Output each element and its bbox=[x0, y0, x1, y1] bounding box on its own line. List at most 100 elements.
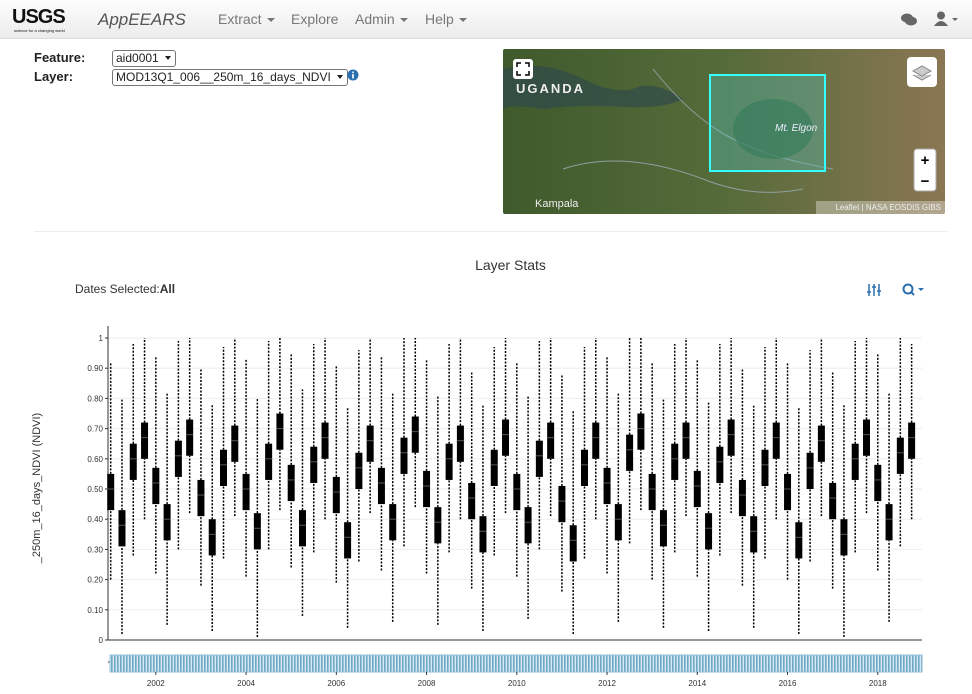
box bbox=[671, 443, 679, 480]
box bbox=[434, 507, 442, 544]
layer-select[interactable]: MOD13Q1_006__250m_16_days_NDVI bbox=[112, 69, 348, 86]
box bbox=[231, 425, 239, 462]
chat-icon[interactable] bbox=[900, 12, 918, 27]
feature-select[interactable]: aid0001 bbox=[112, 50, 176, 67]
box bbox=[129, 443, 137, 480]
x-tick-label: 2016 bbox=[779, 679, 797, 688]
box bbox=[502, 419, 510, 456]
box bbox=[693, 470, 701, 508]
box bbox=[400, 437, 408, 474]
box bbox=[592, 422, 600, 459]
box bbox=[445, 443, 453, 480]
y-tick-label: 0 bbox=[99, 636, 104, 645]
box bbox=[265, 443, 273, 480]
box bbox=[423, 470, 431, 508]
box bbox=[174, 440, 182, 477]
box bbox=[750, 516, 758, 553]
box bbox=[727, 419, 735, 456]
menu-explore[interactable]: Explore bbox=[291, 11, 339, 27]
map[interactable]: + − UGANDA Mt. Elgon Kampala Leaflet | N… bbox=[503, 49, 945, 214]
y-tick-label: 0.70 bbox=[87, 425, 103, 434]
box bbox=[603, 467, 611, 505]
navbar: USGS science for a changing world AppEEA… bbox=[0, 0, 972, 39]
box bbox=[276, 413, 284, 450]
box bbox=[795, 522, 803, 559]
box bbox=[908, 422, 916, 459]
zoom-in[interactable]: + bbox=[921, 152, 930, 169]
map-city: Kampala bbox=[535, 198, 579, 210]
box bbox=[524, 507, 532, 544]
y-tick-label: 0.60 bbox=[87, 455, 103, 464]
y-tick-label: 0.30 bbox=[87, 545, 103, 554]
box bbox=[626, 434, 634, 471]
y-tick-label: 0.90 bbox=[87, 364, 103, 373]
map-peak: Mt. Elgon bbox=[775, 123, 818, 134]
box bbox=[637, 413, 645, 450]
filter-icon[interactable] bbox=[867, 284, 881, 296]
y-tick-label: 0.20 bbox=[87, 576, 103, 585]
box bbox=[896, 437, 904, 474]
box bbox=[411, 416, 419, 453]
box bbox=[648, 473, 656, 511]
menu-help[interactable]: Help bbox=[425, 11, 467, 27]
x-tick-label: 2012 bbox=[598, 679, 616, 688]
box bbox=[310, 446, 318, 483]
box bbox=[784, 473, 792, 511]
layer-label: Layer: bbox=[34, 69, 74, 84]
box bbox=[761, 449, 769, 486]
info-icon[interactable] bbox=[347, 69, 359, 81]
box bbox=[389, 504, 397, 541]
y-tick-label: 0.10 bbox=[87, 606, 103, 615]
brush bbox=[109, 654, 923, 673]
box bbox=[659, 510, 667, 547]
box bbox=[772, 422, 780, 459]
chart-title: Layer Stats bbox=[475, 257, 546, 273]
box bbox=[738, 479, 746, 517]
x-tick-label: 2018 bbox=[869, 679, 887, 688]
map-country: UGANDA bbox=[516, 81, 585, 96]
box bbox=[242, 473, 250, 511]
box bbox=[806, 452, 814, 489]
box bbox=[298, 510, 306, 547]
box bbox=[366, 425, 374, 462]
box bbox=[490, 449, 498, 486]
box bbox=[456, 425, 464, 462]
box bbox=[479, 516, 487, 553]
map-canvas: + − UGANDA Mt. Elgon Kampala Leaflet | N… bbox=[503, 49, 945, 214]
box bbox=[829, 482, 837, 520]
y-tick-label: 1 bbox=[99, 334, 104, 343]
box bbox=[885, 504, 893, 541]
x-tick-label: 2010 bbox=[508, 679, 526, 688]
dates-value: All bbox=[159, 282, 176, 296]
dates-label: Dates Selected: bbox=[75, 282, 160, 296]
zoom-icon[interactable] bbox=[902, 283, 925, 296]
menu-admin[interactable]: Admin bbox=[355, 11, 408, 27]
box bbox=[580, 449, 588, 486]
box bbox=[355, 452, 363, 489]
zoom-out[interactable]: − bbox=[921, 173, 930, 190]
app-title[interactable]: AppEEARS bbox=[98, 10, 186, 29]
box bbox=[558, 485, 566, 523]
dates-selected: Dates Selected:All bbox=[75, 282, 175, 296]
box bbox=[535, 440, 543, 477]
usgs-tagline: science for a changing world bbox=[14, 28, 65, 33]
box bbox=[874, 464, 882, 502]
y-tick-label: 0.50 bbox=[87, 485, 103, 494]
usgs-logo[interactable]: USGS bbox=[12, 6, 66, 28]
chart-tools bbox=[867, 283, 925, 296]
feature-label: Feature: bbox=[34, 50, 86, 65]
box bbox=[716, 446, 724, 483]
box bbox=[547, 422, 555, 459]
x-tick-label: 2008 bbox=[418, 679, 436, 688]
box bbox=[569, 525, 577, 562]
box bbox=[705, 513, 713, 550]
box bbox=[513, 473, 521, 511]
user-icon[interactable] bbox=[934, 11, 960, 27]
x-tick-label: 2006 bbox=[327, 679, 345, 688]
box bbox=[287, 464, 295, 502]
box bbox=[118, 510, 126, 547]
menu-extract[interactable]: Extract bbox=[218, 11, 275, 27]
box bbox=[321, 422, 329, 459]
box bbox=[220, 449, 228, 486]
